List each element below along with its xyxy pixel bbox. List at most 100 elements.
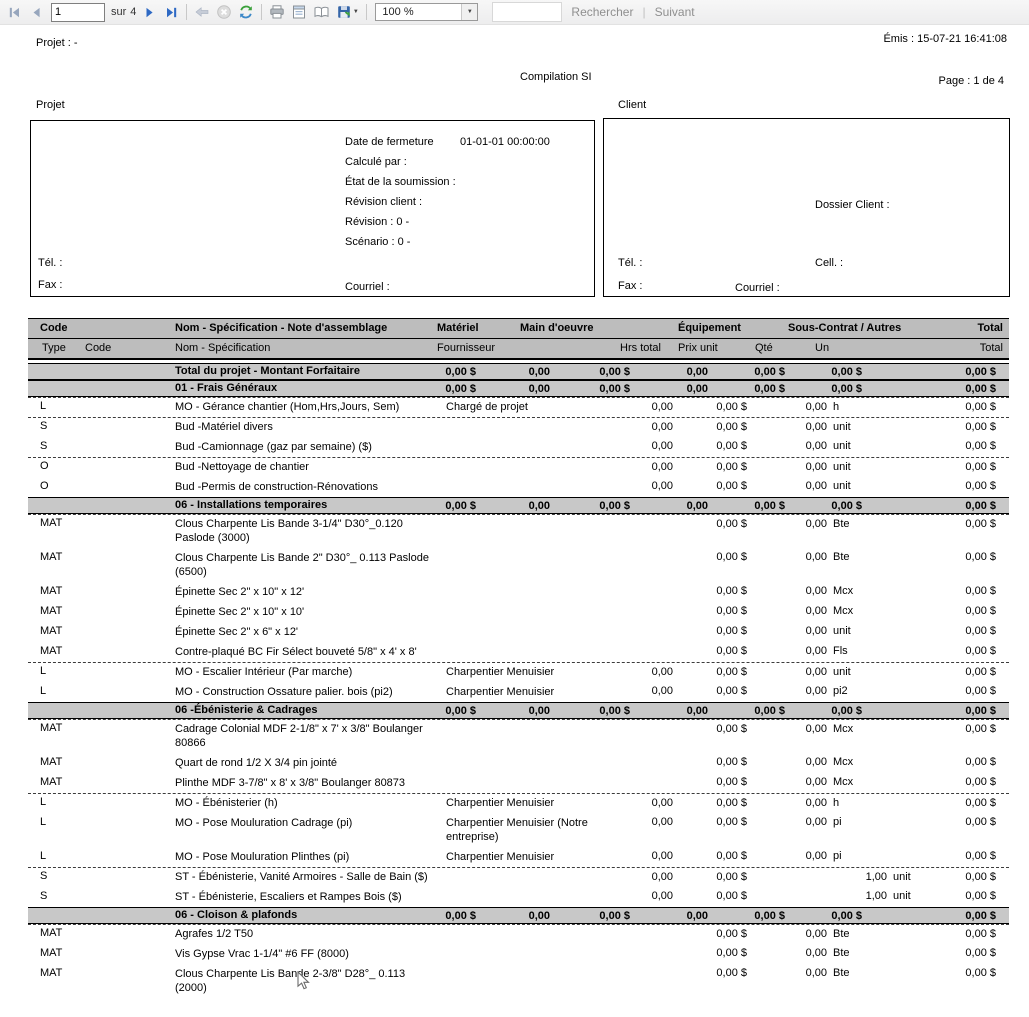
cell-type: MAT xyxy=(40,947,63,959)
cell-type: MAT xyxy=(40,645,63,657)
cell-qte: 0,00 xyxy=(805,947,827,959)
cell-prix-unit: 0,00 $ xyxy=(716,890,747,902)
cell-qte: 0,00 xyxy=(805,440,827,452)
cell-total: 0,00 $ xyxy=(965,756,996,768)
section-value: 0,00 xyxy=(528,383,550,395)
find-next-link[interactable]: Suivant xyxy=(654,5,695,19)
print-button[interactable] xyxy=(266,1,288,23)
first-page-button[interactable] xyxy=(3,1,25,23)
cell-prix-unit: 0,00 $ xyxy=(716,685,747,697)
table-row: MAT Plinthe MDF 3-7/8" x 8' x 3/8" Boulan… xyxy=(28,773,1009,793)
table-row: MAT Cadrage Colonial MDF 2-1/8" x 7' x 3/… xyxy=(28,719,1009,753)
etat-soumission-label: État de la soumission : xyxy=(345,176,456,188)
zoom-select[interactable]: 100 % ▼ xyxy=(375,3,479,21)
cell-un: unit xyxy=(833,461,851,473)
emitted-timestamp: Émis : 15-07-21 16:41:08 xyxy=(883,33,1007,45)
next-page-button[interactable] xyxy=(138,1,160,23)
section-value: 0,00 xyxy=(528,910,550,922)
zoom-dropdown-caret[interactable]: ▼ xyxy=(461,4,478,20)
cell-prix-unit: 0,00 $ xyxy=(716,518,747,530)
section-label: 06 - Cloison & plafonds xyxy=(175,909,298,921)
scenario-label: Scénario : 0 - xyxy=(345,236,411,248)
cell-name: MO - Escalier Intérieur (Par marche) xyxy=(175,666,353,678)
cell-total: 0,00 $ xyxy=(965,551,996,563)
cell-total: 0,00 $ xyxy=(965,666,996,678)
cell-hrs-total: 0,00 xyxy=(651,797,673,809)
cell-fournisseur: Charpentier Menuisier (Notre entreprise) xyxy=(446,817,588,843)
cell-hrs-total: 0,00 xyxy=(651,421,673,433)
cell-total: 0,00 $ xyxy=(965,890,996,902)
cell-hrs-total: 0,00 xyxy=(651,871,673,883)
last-page-button[interactable] xyxy=(160,1,182,23)
cell-un: pi xyxy=(833,816,842,828)
cell-total: 0,00 $ xyxy=(965,461,996,473)
table-row: S ST - Ébénisterie, Vanité Armoires - Sal… xyxy=(28,867,1009,887)
section-value: 0,00 xyxy=(528,366,550,378)
projet-fax-label: Fax : xyxy=(38,279,63,291)
section-value: 0,00 $ xyxy=(965,910,996,922)
subheader-fournisseur: Fournisseur xyxy=(437,342,496,354)
export-button[interactable]: ▼ xyxy=(332,1,362,23)
cell-name: Agrafes 1/2 T50 xyxy=(175,928,254,940)
table-row: MAT Clous Charpente Lis Bande 3-1/4" D30°… xyxy=(28,514,1009,548)
cell-prix-unit: 0,00 $ xyxy=(716,850,747,862)
search-input[interactable] xyxy=(492,2,563,22)
cell-name: ST - Ébénisterie, Vanité Armoires - Sall… xyxy=(175,871,428,883)
cell-qte: 0,00 xyxy=(805,551,827,563)
cell-total: 0,00 $ xyxy=(965,518,996,530)
cell-un: Mcx xyxy=(833,776,854,788)
cell-type: MAT xyxy=(40,776,63,788)
subheader-qte: Qté xyxy=(755,342,773,354)
subheader-nom: Nom - Spécification xyxy=(175,342,271,354)
pages-of-label: sur xyxy=(111,6,127,18)
cell-hrs-total: 0,00 xyxy=(651,461,673,473)
previous-page-button[interactable] xyxy=(25,1,47,23)
back-to-parent-button[interactable] xyxy=(191,1,213,23)
find-link[interactable]: Rechercher xyxy=(571,5,634,19)
section-header-row: 06 - Cloison & plafonds 0,00 $ 0,00 0,00 $ 0… xyxy=(28,907,1009,924)
cell-name: MO - Pose Mouluration Cadrage (pi) xyxy=(175,817,353,829)
subheader-un: Un xyxy=(815,342,830,354)
section-value: 0,00 $ xyxy=(599,383,630,395)
cell-un: unit xyxy=(833,666,851,678)
table-row: L MO - Gérance chantier (Hom,Hrs,Jours, S… xyxy=(28,397,1009,417)
table-row: L MO - Pose Mouluration Cadrage (pi) Charp… xyxy=(28,813,1009,847)
stop-rendering-button[interactable] xyxy=(213,1,235,23)
section-value: 0,00 $ xyxy=(445,705,476,717)
subheader-code: Code xyxy=(85,342,112,354)
date-fermeture-value: 01-01-01 00:00:00 xyxy=(460,136,550,148)
grand-total-row: Total du projet - Montant Forfaitaire 0,0… xyxy=(28,363,1009,380)
header-sous-contrat: Sous-Contrat / Autres xyxy=(788,322,902,334)
cell-total: 0,00 $ xyxy=(965,401,996,413)
table-row: O Bud -Permis de construction-Rénovations… xyxy=(28,477,1009,497)
cell-hrs-total: 0,00 xyxy=(651,850,673,862)
cell-prix-unit: 0,00 $ xyxy=(716,585,747,597)
cell-qte: 0,00 xyxy=(805,756,827,768)
page-number-input[interactable] xyxy=(51,2,105,22)
table-rows: Total du projet - Montant Forfaitaire 0,0… xyxy=(28,363,1009,998)
cell-hrs-total: 0,00 xyxy=(651,816,673,828)
cell-hrs-total: 0,00 xyxy=(651,440,673,452)
cell-type: L xyxy=(40,685,47,697)
table-header-columns: Type Code Nom - Spécification Fournisseu… xyxy=(28,339,1009,360)
cell-prix-unit: 0,00 $ xyxy=(716,551,747,563)
section-value: 0,00 xyxy=(528,705,550,717)
section-label: 06 -Ébénisterie & Cadrages xyxy=(175,704,318,716)
cell-prix-unit: 0,00 $ xyxy=(716,816,747,828)
cell-fournisseur: Charpentier Menuisier xyxy=(446,686,555,698)
table-row: MAT Agrafes 1/2 T50 0,00 $ 0,00 Bte 0,00 $ xyxy=(28,924,1009,944)
cell-un: unit xyxy=(833,440,851,452)
cell-total: 0,00 $ xyxy=(965,685,996,697)
cell-prix-unit: 0,00 $ xyxy=(716,401,747,413)
toolbar-separator xyxy=(186,4,188,20)
cell-prix-unit: 0,00 $ xyxy=(716,947,747,959)
section-value: 0,00 $ xyxy=(831,383,862,395)
cell-type: MAT xyxy=(40,605,63,617)
cell-qte: 0,00 xyxy=(805,585,827,597)
page-setup-button[interactable] xyxy=(310,1,332,23)
print-layout-button[interactable] xyxy=(288,1,310,23)
cell-qte: 0,00 xyxy=(805,928,827,940)
refresh-button[interactable] xyxy=(235,1,257,23)
cell-hrs-total: 0,00 xyxy=(651,480,673,492)
